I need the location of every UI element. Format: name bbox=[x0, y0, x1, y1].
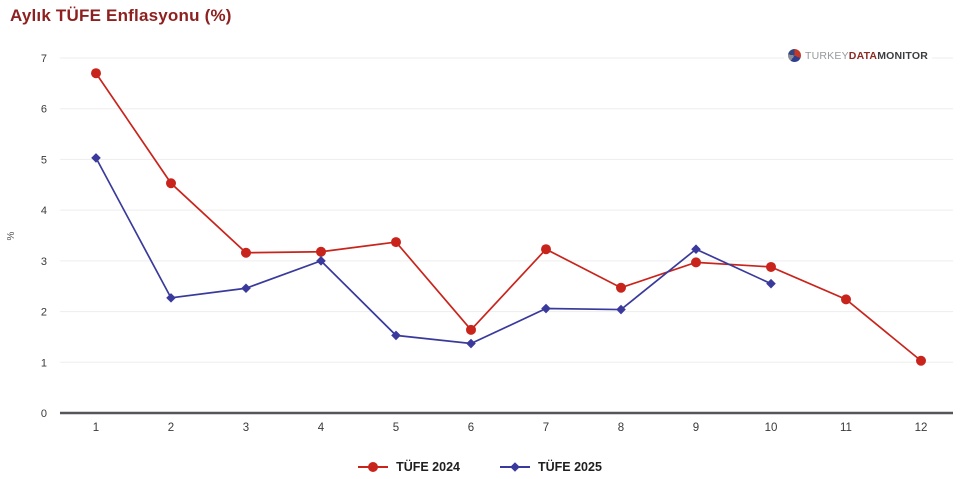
turkeydatamonitor-logo-text: TURKEYDATAMONITOR bbox=[805, 50, 928, 62]
data-point-t-fe-2024-m11[interactable] bbox=[841, 294, 851, 305]
logo-text-data: DATA bbox=[848, 49, 878, 62]
data-point-t-fe-2025-m10[interactable] bbox=[766, 278, 776, 289]
chart-title: Aylık TÜFE Enflasyonu (%) bbox=[10, 6, 232, 25]
data-point-t-fe-2025-m4[interactable] bbox=[316, 256, 326, 266]
data-point-t-fe-2024-m1[interactable] bbox=[91, 68, 101, 79]
x-tick-label-9: 9 bbox=[693, 422, 699, 434]
data-point-t-fe-2024-m8[interactable] bbox=[616, 282, 626, 293]
y-axis-title: % bbox=[6, 231, 17, 240]
x-tick-label-8: 8 bbox=[618, 422, 624, 434]
legend-item-t-fe-2025[interactable]: TÜFE 2025 bbox=[500, 460, 602, 474]
logo-text-turkey: TURKEY bbox=[805, 49, 849, 62]
data-point-t-fe-2025-m2[interactable] bbox=[166, 293, 176, 303]
data-point-t-fe-2024-m5[interactable] bbox=[391, 237, 401, 248]
data-point-t-fe-2025-m3[interactable] bbox=[241, 283, 251, 294]
legend-marker-circle-icon bbox=[358, 462, 389, 472]
x-tick-label-2: 2 bbox=[168, 422, 174, 434]
series-line-t-fe-2025 bbox=[95, 157, 772, 345]
data-point-t-fe-2024-m3[interactable] bbox=[241, 247, 251, 258]
data-point-t-fe-2024-m6[interactable] bbox=[466, 324, 476, 335]
x-tick-label-11: 11 bbox=[840, 422, 852, 434]
data-point-t-fe-2025-m1[interactable] bbox=[91, 153, 101, 163]
y-tick-label-2: 2 bbox=[41, 307, 47, 319]
chart-legend: TÜFE 2024 TÜFE 2025 bbox=[0, 460, 960, 474]
data-point-t-fe-2024-m9[interactable] bbox=[691, 257, 701, 268]
x-tick-label-7: 7 bbox=[543, 422, 549, 434]
data-point-t-fe-2025-m8[interactable] bbox=[616, 304, 626, 315]
y-tick-label-6: 6 bbox=[41, 104, 47, 116]
x-tick-label-5: 5 bbox=[393, 422, 399, 434]
data-point-t-fe-2024-m10[interactable] bbox=[766, 261, 776, 272]
data-point-t-fe-2025-m7[interactable] bbox=[541, 303, 551, 314]
x-tick-label-10: 10 bbox=[765, 422, 778, 434]
y-tick-label-0: 0 bbox=[41, 408, 47, 420]
y-tick-label-7: 7 bbox=[41, 53, 47, 65]
x-tick-label-3: 3 bbox=[243, 422, 249, 434]
pie-chart-icon bbox=[788, 49, 801, 62]
x-tick-label-6: 6 bbox=[468, 422, 474, 434]
legend-label-t-fe-2024: TÜFE 2024 bbox=[396, 460, 460, 474]
data-point-t-fe-2024-m2[interactable] bbox=[166, 178, 176, 189]
legend-marker-diamond-icon bbox=[500, 462, 530, 472]
y-tick-label-5: 5 bbox=[41, 154, 47, 166]
logo-text-monitor: MONITOR bbox=[877, 49, 928, 62]
series-line-t-fe-2024 bbox=[95, 72, 922, 362]
data-point-t-fe-2024-m12[interactable] bbox=[916, 355, 926, 366]
data-point-t-fe-2025-m9[interactable] bbox=[691, 244, 701, 254]
y-tick-label-4: 4 bbox=[41, 205, 47, 217]
x-tick-label-12: 12 bbox=[915, 422, 928, 434]
data-point-t-fe-2024-m4[interactable] bbox=[316, 246, 326, 257]
data-point-t-fe-2025-m5[interactable] bbox=[391, 330, 401, 341]
data-point-t-fe-2024-m7[interactable] bbox=[541, 244, 551, 255]
legend-label-t-fe-2025: TÜFE 2025 bbox=[538, 460, 602, 474]
x-tick-label-4: 4 bbox=[318, 422, 325, 434]
x-tick-label-1: 1 bbox=[93, 422, 99, 434]
legend-item-t-fe-2024[interactable]: TÜFE 2024 bbox=[358, 460, 460, 474]
y-tick-label-3: 3 bbox=[41, 256, 47, 268]
turkeydatamonitor-logo: TURKEYDATAMONITOR bbox=[784, 48, 932, 63]
y-tick-label-1: 1 bbox=[41, 357, 47, 369]
data-point-t-fe-2025-m6[interactable] bbox=[466, 338, 476, 349]
